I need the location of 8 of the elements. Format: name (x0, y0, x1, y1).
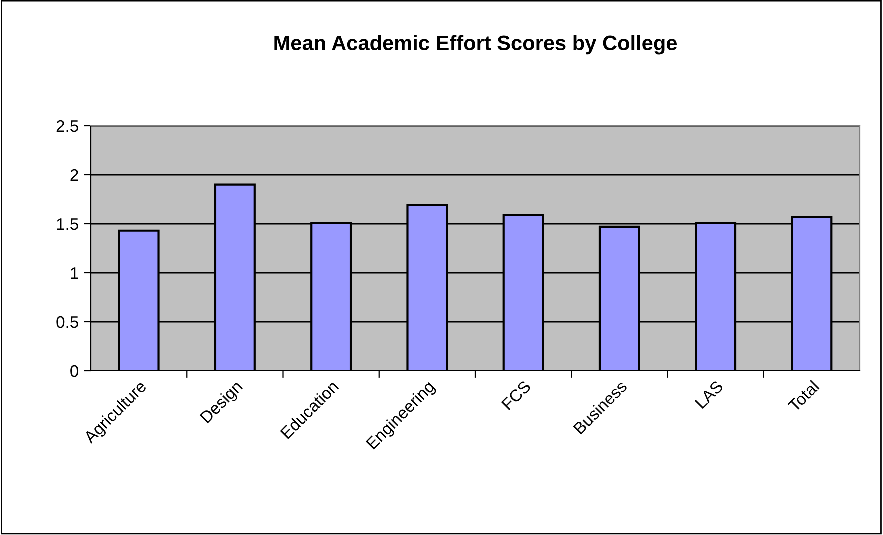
y-tick-label: 1.5 (57, 218, 78, 230)
y-tick-label: 0 (70, 365, 79, 378)
x-tick-label: LAS (694, 380, 724, 410)
y-tick-label: 0.5 (56, 316, 78, 328)
chart-title: Mean Academic Effort Scores by College (274, 35, 678, 55)
y-tick-label: 1 (71, 268, 78, 280)
y-tick-label: 2.5 (56, 120, 78, 132)
y-tick-label: 2 (70, 169, 78, 182)
